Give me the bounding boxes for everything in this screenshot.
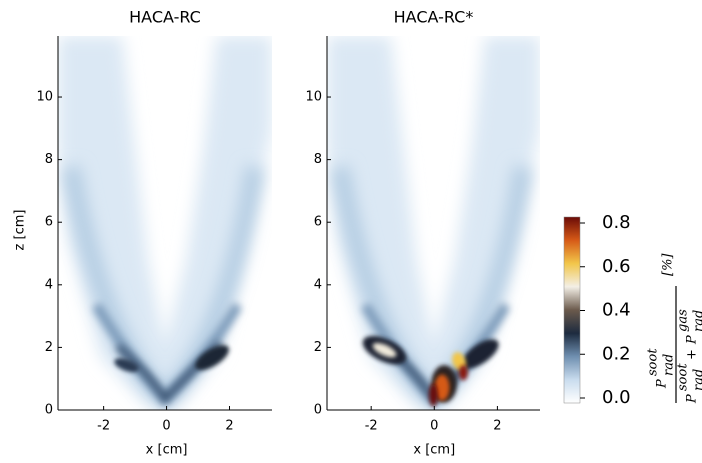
- colorbar-tick-label: 0.2: [602, 343, 631, 364]
- x-tick-label: -2: [365, 419, 378, 434]
- field-spot: [459, 365, 468, 381]
- y-tick-label: 0: [314, 403, 322, 418]
- y-tick-label: 0: [45, 403, 53, 418]
- field: [58, 36, 272, 410]
- x-tick-label: 0: [430, 419, 438, 434]
- y-tick-label: 4: [314, 277, 322, 292]
- y-tick-label: 6: [314, 215, 322, 230]
- y-tick-label: 6: [45, 215, 53, 230]
- label-symbol: P: [685, 394, 700, 404]
- field-spot: [429, 383, 438, 407]
- y-tick-label: 4: [45, 277, 53, 292]
- label-sub: rad: [692, 310, 702, 332]
- y-tick-label: 10: [305, 90, 322, 105]
- x-axis-label: x [cm]: [413, 443, 455, 458]
- colorbar-tick-label: 0.8: [602, 212, 631, 233]
- field-spot: [372, 342, 397, 358]
- field-spot: [462, 339, 499, 369]
- field-spot: [434, 374, 450, 401]
- y-tick-label: 8: [314, 152, 322, 167]
- chart-title: HACA-RC: [129, 8, 201, 27]
- label-sup: gas: [676, 309, 691, 332]
- label-symbol: P: [685, 335, 700, 345]
- y-tick-label: 2: [45, 340, 53, 355]
- field-spot: [195, 345, 229, 371]
- x-tick-label: 2: [225, 419, 233, 434]
- colorbar-tick-label: 0.6: [602, 256, 631, 277]
- label-sub: rad: [692, 369, 702, 391]
- field: [327, 36, 540, 410]
- label-sup: soot: [646, 348, 661, 376]
- label-unit: [%]: [661, 253, 676, 276]
- label-sup: soot: [676, 363, 691, 391]
- colorbar: [563, 216, 581, 404]
- x-tick-label: 0: [162, 419, 170, 434]
- field-spot: [114, 358, 139, 372]
- chart-title: HACA-RC*: [394, 8, 474, 27]
- y-tick-label: 10: [36, 90, 53, 105]
- label-sub: rad: [662, 354, 677, 376]
- colorbar-tick-label: 0.4: [602, 300, 631, 321]
- y-tick-label: 2: [314, 340, 322, 355]
- x-tick-label: 2: [493, 419, 501, 434]
- y-axis-label: z [cm]: [13, 210, 28, 251]
- label-symbol: P: [655, 379, 670, 389]
- label-plus: +: [685, 349, 700, 360]
- x-tick-label: -2: [97, 419, 110, 434]
- y-tick-label: 8: [45, 152, 53, 167]
- x-axis-label: x [cm]: [146, 443, 188, 458]
- colorbar-tick-label: 0.0: [602, 387, 631, 408]
